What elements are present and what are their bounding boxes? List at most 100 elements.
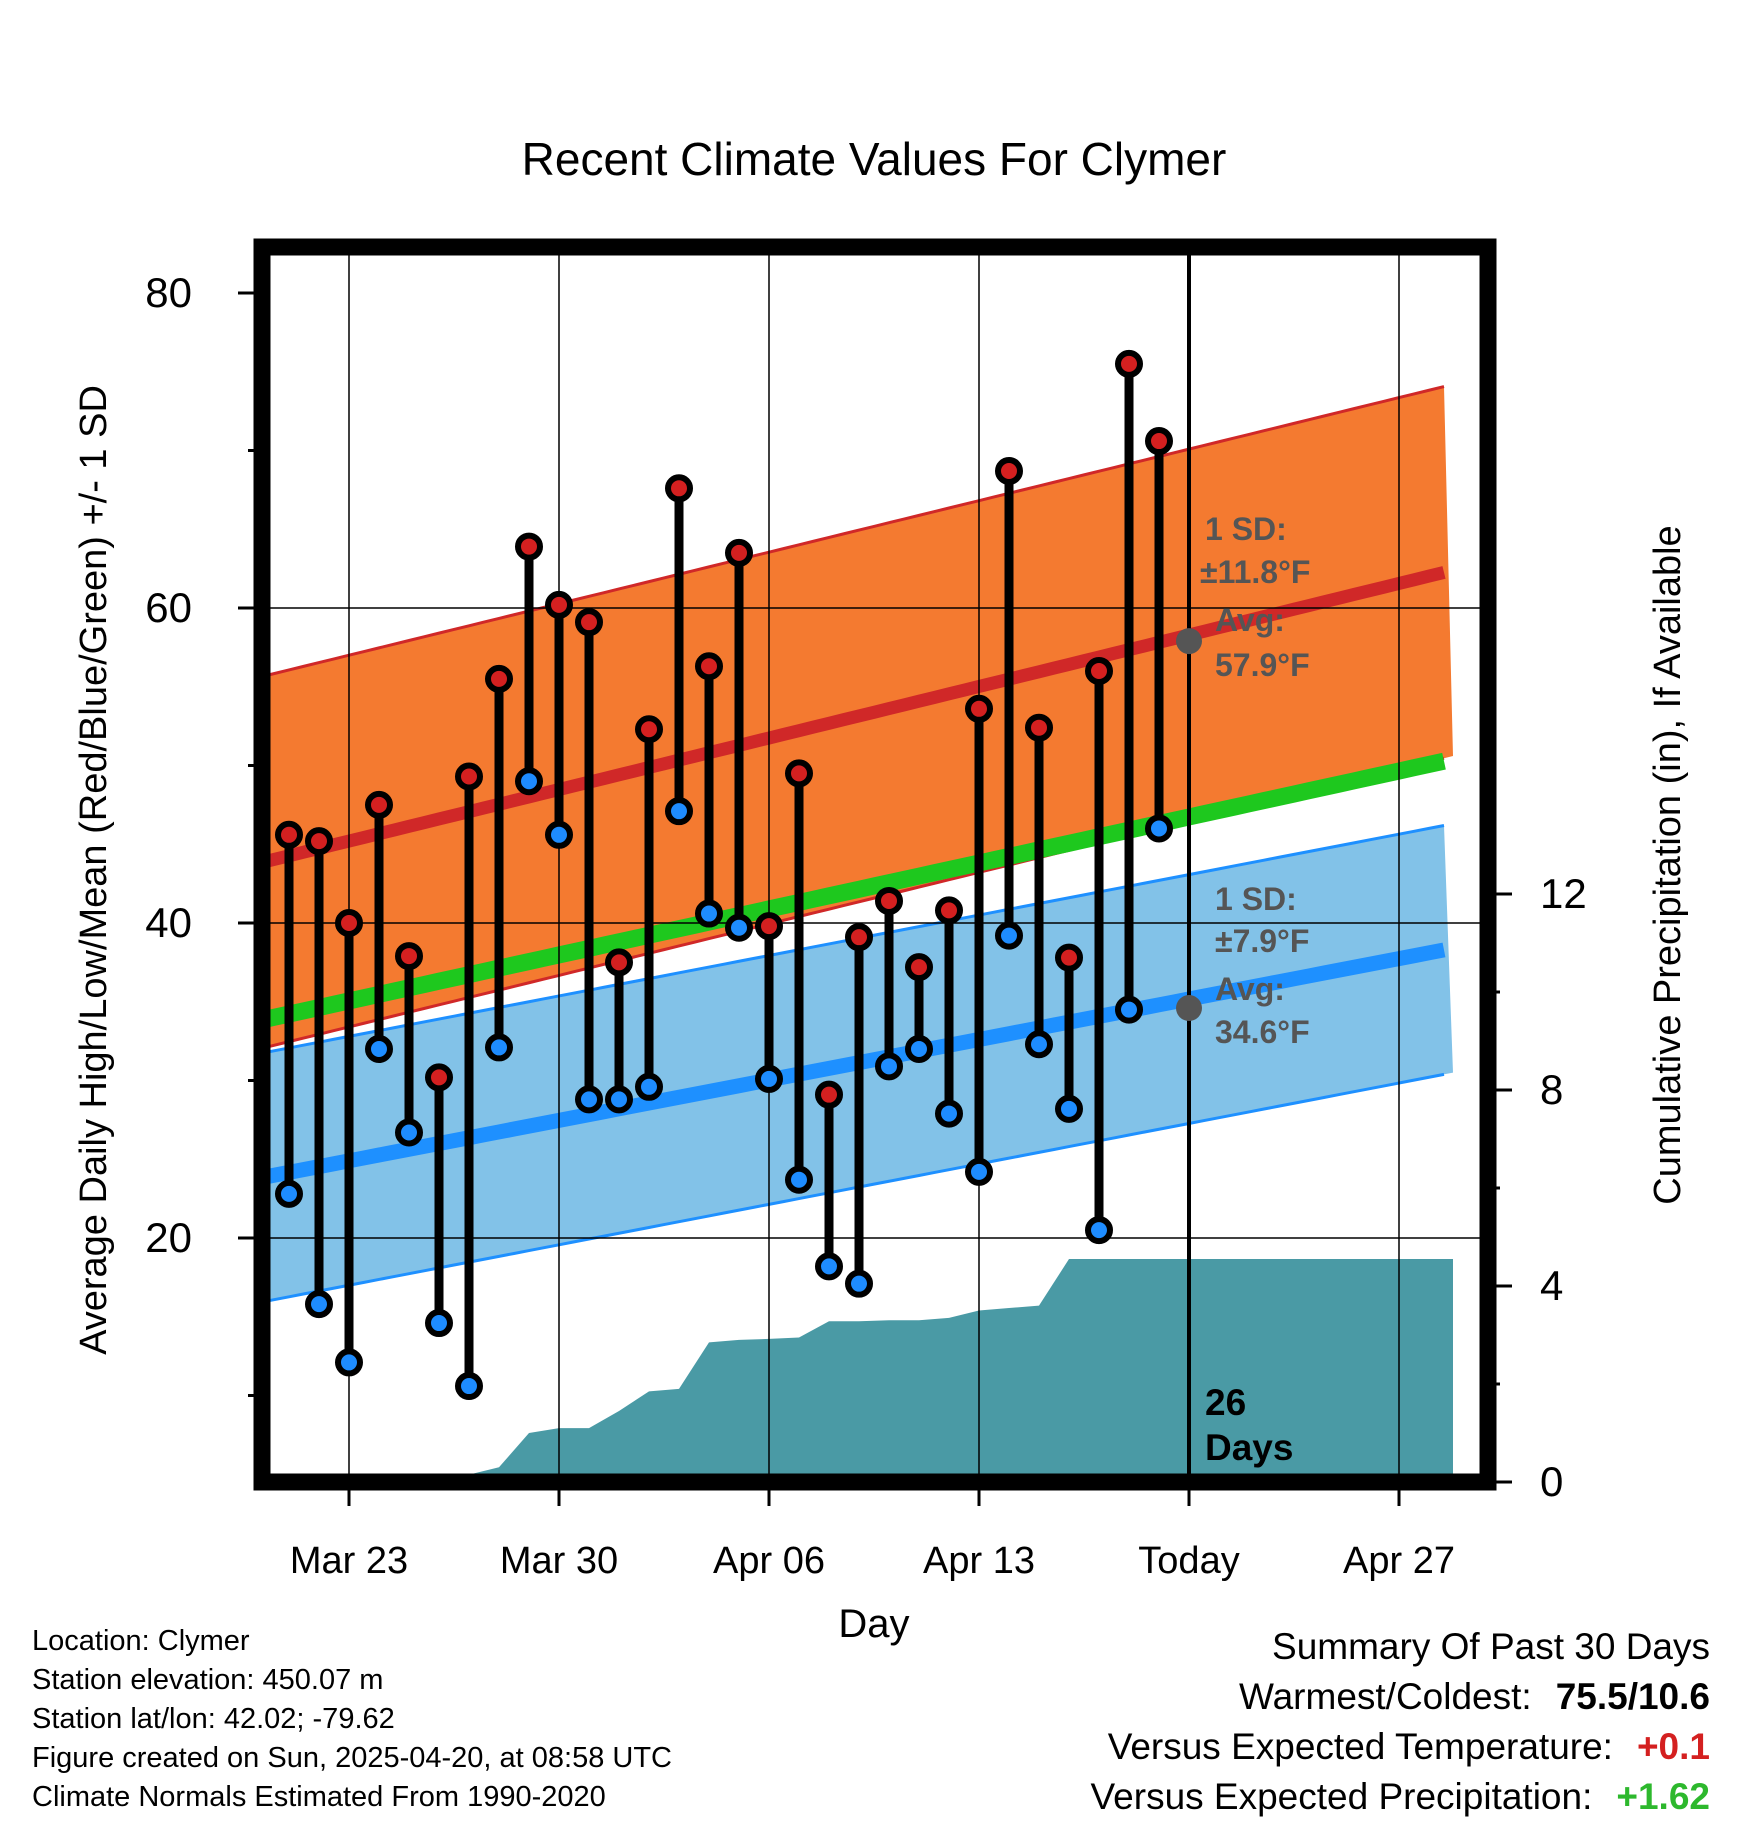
x-axis-label: Day <box>838 1602 909 1646</box>
daily-low-point <box>485 1033 513 1062</box>
summary-panel: Summary Of Past 30 Days Warmest/Coldest:… <box>1091 1622 1710 1822</box>
high-avg-label: Avg: <box>1215 602 1285 638</box>
daily-low-point <box>845 1269 873 1298</box>
y-axis-right-label: Cumulative Precipitation (in), If Availa… <box>1647 525 1689 1204</box>
location-text: Location: Clymer <box>32 1625 250 1657</box>
daily-range-6 <box>455 762 483 1401</box>
daily-low-point <box>335 1348 363 1377</box>
daily-range-22 <box>935 896 963 1128</box>
daily-range-0 <box>275 820 303 1208</box>
y-left-tick-label: 40 <box>145 899 192 946</box>
temp-row: Versus Expected Temperature: +0.1 <box>1091 1722 1710 1772</box>
low-avg-value: 34.6°F <box>1215 1014 1310 1050</box>
daily-low-point <box>275 1179 303 1208</box>
daily-range-8 <box>515 532 543 796</box>
daily-range-11 <box>605 948 633 1114</box>
normals-text: Climate Normals Estimated From 1990-2020 <box>32 1781 606 1813</box>
daily-low-point <box>575 1085 603 1114</box>
daily-range-7 <box>485 664 513 1062</box>
daily-range-10 <box>575 608 603 1114</box>
daily-low-point <box>725 913 753 942</box>
daily-range-12 <box>635 715 663 1101</box>
daily-high-point <box>485 664 513 693</box>
precip-value: +1.62 <box>1616 1776 1710 1817</box>
y-axis-left-label: Average Daily High/Low/Mean (Red/Blue/Gr… <box>73 385 115 1355</box>
daily-high-point <box>335 909 363 937</box>
data-marks <box>275 349 1202 1401</box>
warm-cold-label: Warmest/Coldest: <box>1239 1676 1532 1717</box>
low-avg-dot <box>1176 995 1202 1022</box>
daily-range-21 <box>905 953 933 1063</box>
elevation-text: Station elevation: 450.07 m <box>32 1664 384 1696</box>
daily-range-9 <box>545 590 573 849</box>
temp-label: Versus Expected Temperature: <box>1107 1726 1613 1767</box>
daily-low-point <box>995 921 1023 950</box>
daily-high-point <box>1025 713 1053 742</box>
high-sd-band-upper-edge <box>262 385 1445 679</box>
daily-high-point <box>875 886 903 915</box>
daily-low-point <box>425 1309 453 1338</box>
daily-high-point <box>365 790 393 819</box>
y-left-tick-label: 60 <box>145 584 192 631</box>
y-left-tick-label: 20 <box>145 1214 192 1261</box>
daily-high-point <box>395 942 423 971</box>
daily-range-18 <box>815 1080 843 1281</box>
daily-range-17 <box>785 759 813 1194</box>
daily-high-point <box>815 1080 843 1109</box>
summary-title: Summary Of Past 30 Days <box>1272 1626 1710 1667</box>
warm-cold-value: 75.5/10.6 <box>1555 1676 1710 1717</box>
today-days-number: 26 <box>1205 1382 1246 1423</box>
axes: 20 40 60 80 0 4 8 12 Mar 23 Mar 30 Apr 06 Apr 13 Tod… <box>145 269 1586 1582</box>
daily-range-24 <box>995 456 1023 950</box>
daily-range-28 <box>1115 349 1143 1024</box>
daily-high-point <box>665 474 693 503</box>
daily-high-point <box>455 762 483 791</box>
daily-low-point <box>1145 814 1173 843</box>
daily-high-point <box>575 608 603 637</box>
daily-high-point <box>935 896 963 925</box>
daily-low-point <box>395 1118 423 1147</box>
daily-range-3 <box>365 790 393 1063</box>
daily-high-point <box>965 694 993 723</box>
daily-range-15 <box>725 538 753 942</box>
daily-low-point <box>1085 1216 1113 1245</box>
daily-range-27 <box>1085 657 1113 1245</box>
daily-low-point <box>935 1099 963 1128</box>
plot-frame <box>253 238 1497 1491</box>
daily-range-2 <box>335 909 363 1377</box>
y-right-tick-label: 12 <box>1540 870 1587 917</box>
daily-high-point <box>1145 427 1173 456</box>
high-normal-line <box>262 566 1446 870</box>
daily-low-point <box>605 1085 633 1114</box>
daily-low-point <box>455 1372 483 1401</box>
daily-low-point <box>635 1072 663 1101</box>
daily-low-point <box>755 1064 783 1093</box>
y-left-tick-label: 80 <box>145 269 192 316</box>
daily-range-19 <box>845 923 873 1298</box>
daily-range-16 <box>755 912 783 1093</box>
high-avg-dot <box>1176 628 1202 655</box>
today-days-label: 26 Days <box>1205 1382 1293 1468</box>
daily-high-point <box>425 1063 453 1092</box>
daily-range-5 <box>425 1063 453 1338</box>
daily-high-point <box>995 456 1023 485</box>
high-annotation: 1 SD: ±11.8°F Avg: 57.9°F <box>1200 511 1310 683</box>
daily-high-point <box>1085 657 1113 685</box>
chart-title: Recent Climate Values For Clymer <box>522 133 1227 185</box>
y-right-tick-label: 8 <box>1540 1066 1563 1113</box>
precip-row: Versus Expected Precipitation: +1.62 <box>1091 1772 1710 1822</box>
x-tick-label: Apr 27 <box>1343 1540 1455 1582</box>
daily-low-point <box>965 1157 993 1186</box>
x-tick-label: Apr 06 <box>713 1540 825 1582</box>
daily-high-point <box>545 590 573 619</box>
y-right-tick-label: 4 <box>1540 1262 1563 1309</box>
daily-low-point <box>695 899 723 928</box>
daily-range-23 <box>965 694 993 1186</box>
high-sd-value: ±11.8°F <box>1200 554 1310 590</box>
precip-area <box>262 1259 1453 1482</box>
y-right-tick-label: 0 <box>1540 1458 1563 1505</box>
high-sd-label: 1 SD: <box>1205 511 1287 547</box>
temp-value: +0.1 <box>1636 1726 1710 1767</box>
daily-high-point <box>725 538 753 567</box>
low-avg-label: Avg: <box>1215 971 1285 1007</box>
